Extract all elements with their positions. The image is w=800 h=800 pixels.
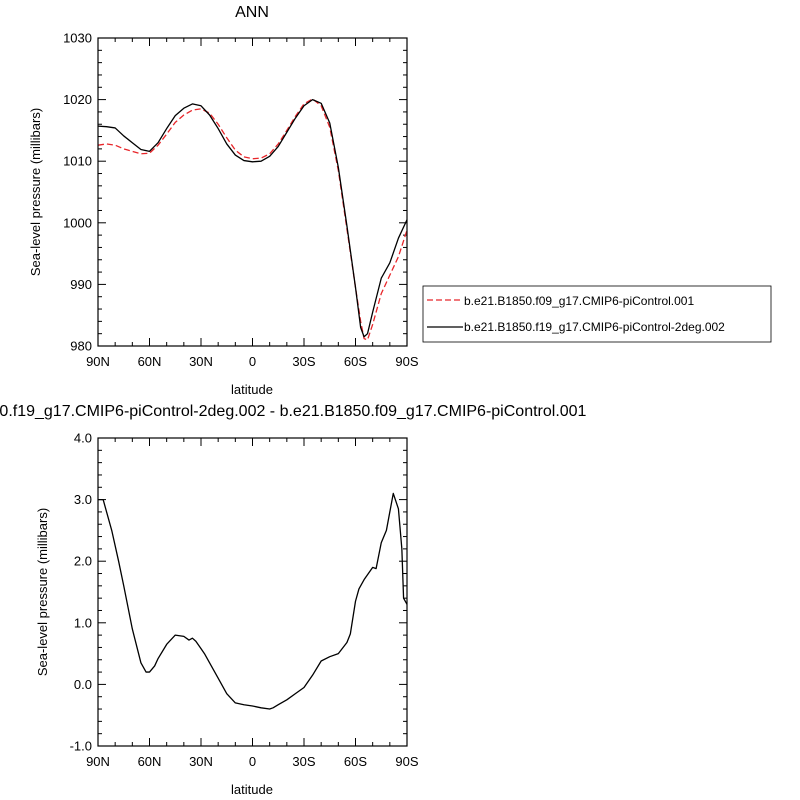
x-tick-label: 0 bbox=[249, 354, 256, 369]
legend-label-1: b.e21.B1850.f09_g17.CMIP6-piControl.001 bbox=[464, 294, 694, 308]
chart-panel-bottom: b.e21.B1850.f19_g17.CMIP6-piControl-2deg… bbox=[0, 403, 587, 797]
y-tick-label: 1010 bbox=[63, 154, 92, 169]
x-tick-label: 30N bbox=[189, 754, 213, 769]
x-tick-label: 90S bbox=[395, 354, 418, 369]
x-tick-label: 30S bbox=[292, 754, 315, 769]
chart-panel-top: ANN Sea-level pressure (millibars) latit… bbox=[28, 4, 772, 397]
plot-frame bbox=[97, 37, 408, 347]
x-tick-label: 90N bbox=[86, 354, 110, 369]
y-tick-label: 1020 bbox=[63, 92, 92, 107]
series-line-1 bbox=[98, 492, 408, 710]
x-tick-label: 90N bbox=[86, 754, 110, 769]
plot-frame bbox=[97, 437, 408, 747]
x-tick-label: 60N bbox=[138, 754, 162, 769]
x-tick-label: 30N bbox=[189, 354, 213, 369]
chart-title: ANN bbox=[235, 4, 269, 21]
axis-ticks: 90N 60N 30N 0 30S 60S 90S 980 990 1000 1010 1020 103… bbox=[63, 31, 419, 370]
y-tick-label: 990 bbox=[70, 277, 92, 292]
y-tick-label: 980 bbox=[70, 339, 92, 354]
y-tick-label: 1.0 bbox=[74, 615, 92, 630]
x-tick-label: 0 bbox=[249, 754, 256, 769]
y-tick-label: 0.0 bbox=[74, 677, 92, 692]
y-axis-label: Sea-level pressure (millibars) bbox=[28, 108, 43, 276]
x-tick-label: 60S bbox=[344, 754, 367, 769]
series-lines bbox=[98, 492, 408, 710]
legend-box bbox=[422, 285, 772, 343]
legend-label-2: b.e21.B1850.f19_g17.CMIP6-piControl-2deg… bbox=[464, 320, 725, 334]
axis-ticks: 90N 60N 30N 0 30S 60S 90S -1.0 0.0 1.0 2.0 3.0 4.0 bbox=[70, 431, 419, 770]
y-tick-label: 3.0 bbox=[74, 492, 92, 507]
x-tick-label: 60S bbox=[344, 354, 367, 369]
x-tick-label: 90S bbox=[395, 754, 418, 769]
y-tick-label: -1.0 bbox=[70, 739, 92, 754]
chart-title: b.e21.B1850.f19_g17.CMIP6-piControl-2deg… bbox=[0, 403, 587, 420]
x-axis-label: latitude bbox=[231, 782, 273, 797]
y-axis-label: Sea-level pressure (millibars) bbox=[35, 508, 50, 676]
x-tick-label: 30S bbox=[292, 354, 315, 369]
y-tick-label: 4.0 bbox=[74, 431, 92, 446]
y-tick-label: 1000 bbox=[63, 215, 92, 230]
x-axis-label: latitude bbox=[231, 382, 273, 397]
series-line-1 bbox=[97, 98, 408, 341]
y-tick-label: 1030 bbox=[63, 31, 92, 46]
legend: b.e21.B1850.f09_g17.CMIP6-piControl.001 … bbox=[422, 285, 772, 343]
series-line-2 bbox=[97, 98, 408, 338]
series-lines bbox=[97, 98, 408, 341]
x-tick-label: 60N bbox=[138, 354, 162, 369]
y-tick-label: 2.0 bbox=[74, 554, 92, 569]
